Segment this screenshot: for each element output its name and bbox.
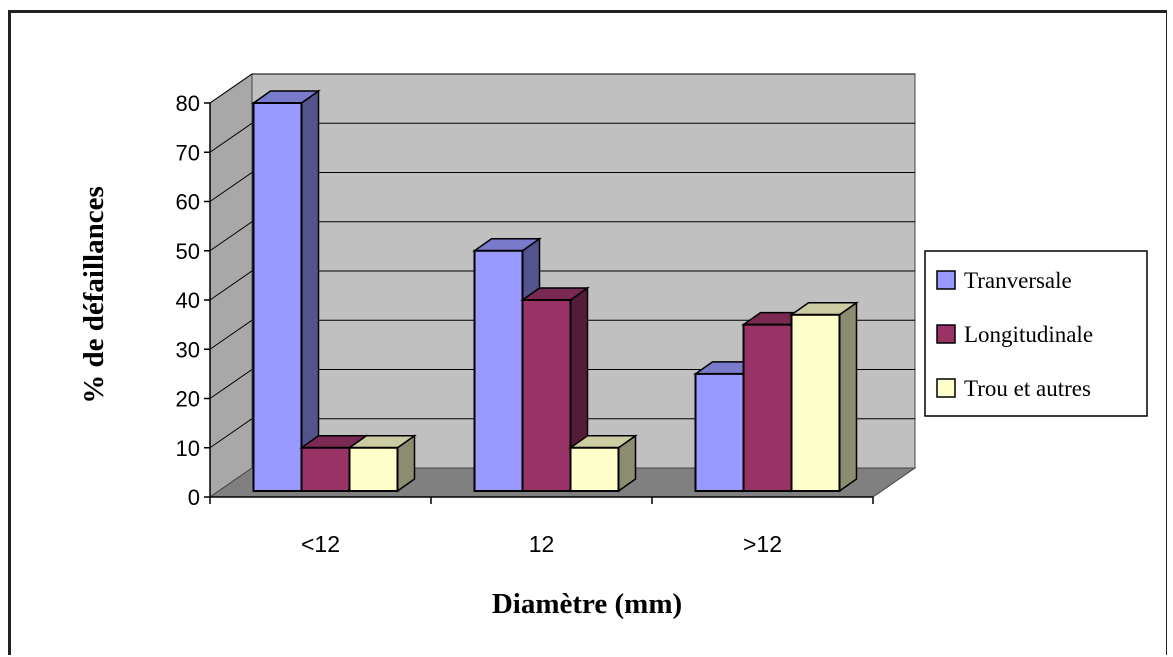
y-tick-label: 10 <box>176 436 200 461</box>
bar-side <box>838 301 858 493</box>
x-axis: <12 12 >12 <box>209 496 874 557</box>
gridline <box>209 122 915 153</box>
legend-box <box>924 250 1148 417</box>
legend-label: Trou et autres <box>964 376 1091 401</box>
bar-front <box>569 446 620 492</box>
y-axis-title: % de défaillances <box>78 186 110 404</box>
y-axis: 0 10 20 30 40 50 60 70 80 <box>176 91 211 510</box>
bar-side <box>300 89 320 493</box>
gridlines <box>209 73 915 449</box>
x-tick-label: >12 <box>743 531 782 557</box>
gridline <box>209 172 915 202</box>
chart-frame <box>8 10 1167 655</box>
gridline <box>209 418 915 449</box>
x-tick-label: 12 <box>529 531 555 557</box>
gridline <box>209 270 915 301</box>
bar-front <box>300 446 351 492</box>
legend: Tranversale Longitudinale Trou et autres <box>924 250 1148 417</box>
bar-front <box>790 313 841 492</box>
bar-front <box>742 323 793 492</box>
legend-swatch <box>936 324 956 344</box>
x-tick-label: <12 <box>301 531 340 557</box>
bar-front <box>252 102 303 492</box>
y-tick-label: 70 <box>176 140 200 165</box>
bar <box>347 434 417 493</box>
bar-front <box>348 446 399 492</box>
bars <box>251 89 859 493</box>
x-axis-title: Diamètre (mm) <box>492 588 682 620</box>
gridline <box>209 221 915 252</box>
bar <box>251 89 321 493</box>
y-tick-label: 30 <box>176 337 200 362</box>
y-tick-label: 0 <box>188 485 200 510</box>
gridline <box>209 73 915 104</box>
y-tick-label: 40 <box>176 288 200 313</box>
y-tick-label: 80 <box>176 91 200 116</box>
y-tick-label: 60 <box>176 190 200 215</box>
legend-label: Tranversale <box>964 268 1072 293</box>
legend-swatch <box>936 270 956 290</box>
bar <box>789 301 859 493</box>
bar <box>568 434 638 493</box>
bar-front <box>473 249 524 492</box>
y-tick-label: 20 <box>176 387 200 412</box>
gridline <box>209 369 915 399</box>
bar-front <box>694 372 745 492</box>
y-tick-label: 50 <box>176 239 200 264</box>
bar-front <box>521 299 572 492</box>
legend-swatch <box>936 378 956 398</box>
legend-label: Longitudinale <box>964 322 1093 347</box>
gridline <box>209 319 915 350</box>
